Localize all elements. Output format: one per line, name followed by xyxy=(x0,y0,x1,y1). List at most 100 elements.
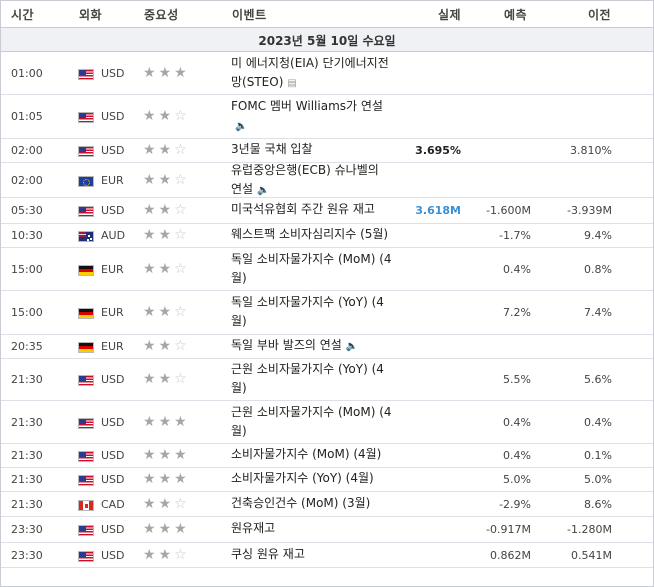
speaker-icon[interactable]: 🔈 xyxy=(235,121,248,132)
previous-value: 0.1% xyxy=(584,449,612,462)
forecast-value: 5.5% xyxy=(503,373,531,386)
event-line: 월) xyxy=(231,271,247,285)
event-name[interactable]: 근원 소비자물가지수 (MoM) (4 월) xyxy=(231,403,409,441)
importance-stars: ★★☆ xyxy=(143,172,190,188)
event-name[interactable]: 미국석유협회 주간 원유 재고 xyxy=(231,200,409,219)
importance-stars: ★★☆ xyxy=(143,227,190,243)
star-filled-icon: ★ xyxy=(158,471,175,487)
event-line: 망(STEO) ▤ xyxy=(231,73,409,93)
header-importance[interactable]: 중요성 xyxy=(144,8,179,22)
us-flag xyxy=(78,451,94,462)
table-row[interactable]: 23:30 USD ★★☆ 쿠싱 원유 재고 0.862M 0.541M xyxy=(1,543,653,568)
event-time: 21:30 xyxy=(11,473,43,486)
currency-code: USD xyxy=(101,473,125,486)
star-empty-icon: ☆ xyxy=(174,142,190,158)
currency-code: EUR xyxy=(101,174,124,187)
speaker-icon[interactable]: 🔈 xyxy=(257,185,270,196)
table-row[interactable]: 21:30 USD ★★★ 소비자물가지수 (YoY) (4월) 5.0% 5.0% xyxy=(1,468,653,492)
ca-flag xyxy=(78,500,94,511)
importance-stars: ★★☆ xyxy=(143,547,190,563)
star-filled-icon: ★ xyxy=(143,142,159,158)
table-row[interactable]: 01:00 USD ★★★ 미 에너지청(EIA) 단기에너지전 망(STEO) ▤ xyxy=(1,52,653,95)
previous-value: 0.541M xyxy=(571,549,612,562)
star-empty-icon: ☆ xyxy=(174,547,190,563)
event-name[interactable]: 독일 소비자물가지수 (YoY) (4 월) xyxy=(231,293,409,331)
table-row[interactable]: 01:05 USD ★★☆ FOMC 멤버 Williams가 연설 🔈 xyxy=(1,95,653,139)
currency-code: USD xyxy=(101,416,125,429)
us-flag xyxy=(78,375,94,386)
header-previous[interactable]: 이전 xyxy=(588,8,612,22)
event-name[interactable]: 미 에너지청(EIA) 단기에너지전 망(STEO) ▤ xyxy=(231,54,409,93)
event-name[interactable]: 소비자물가지수 (MoM) (4월) xyxy=(231,445,409,464)
event-line: FOMC 멤버 Williams가 연설 xyxy=(231,99,383,113)
table-row[interactable]: 02:00 EUR ★★☆ 유럽중앙은행(ECB) 슈나벨의 연설 🔈 xyxy=(1,163,653,198)
event-name[interactable]: 소비자물가지수 (YoY) (4월) xyxy=(231,469,409,488)
event-name[interactable]: 원유재고 xyxy=(231,519,409,538)
event-name[interactable]: 건축승인건수 (MoM) (3월) xyxy=(231,494,409,513)
currency-code: USD xyxy=(101,373,125,386)
document-icon[interactable]: ▤ xyxy=(287,78,297,89)
table-row[interactable]: 20:35 EUR ★★☆ 독일 부바 발즈의 연설 🔈 xyxy=(1,335,653,359)
event-name[interactable]: 쿠싱 원유 재고 xyxy=(231,545,409,564)
star-filled-icon: ★ xyxy=(158,414,175,430)
header-currency[interactable]: 외화 xyxy=(79,8,103,22)
event-line: 독일 부바 발즈의 연설 🔈 xyxy=(231,336,409,356)
table-row[interactable]: 05:30 USD ★★☆ 미국석유협회 주간 원유 재고 3.618M -1.600M -… xyxy=(1,198,653,224)
speaker-icon[interactable]: 🔈 xyxy=(345,341,359,352)
star-empty-icon: ☆ xyxy=(174,108,190,124)
event-name[interactable]: 웨스트팩 소비자심리지수 (5월) xyxy=(231,225,409,244)
star-filled-icon: ★ xyxy=(174,521,190,537)
table-row[interactable]: 23:30 USD ★★★ 원유재고 -0.917M -1.280M xyxy=(1,517,653,543)
event-time: 01:05 xyxy=(11,110,43,123)
previous-value: 0.8% xyxy=(584,263,612,276)
event-name[interactable]: 근원 소비자물가지수 (YoY) (4 월) xyxy=(231,360,409,398)
us-flag xyxy=(78,146,94,157)
star-filled-icon: ★ xyxy=(158,172,175,188)
star-filled-icon: ★ xyxy=(143,371,159,387)
table-row[interactable]: 21:30 USD ★★★ 소비자물가지수 (MoM) (4월) 0.4% 0.1% xyxy=(1,444,653,468)
event-time: 20:35 xyxy=(11,340,43,353)
star-filled-icon: ★ xyxy=(143,108,159,124)
table-row[interactable]: 15:00 EUR ★★☆ 독일 소비자물가지수 (YoY) (4 월) 7.2% 7.4% xyxy=(1,291,653,335)
star-empty-icon: ☆ xyxy=(174,304,190,320)
star-filled-icon: ★ xyxy=(174,447,190,463)
table-row[interactable]: 21:30 CAD ★★☆ 건축승인건수 (MoM) (3월) -2.9% 8.6% xyxy=(1,492,653,517)
actual-value: 3.618M xyxy=(415,204,461,217)
event-line: 원유재고 xyxy=(231,521,276,535)
currency-code: EUR xyxy=(101,340,124,353)
event-name[interactable]: FOMC 멤버 Williams가 연설 🔈 xyxy=(231,97,409,136)
table-row[interactable]: 02:00 USD ★★☆ 3년물 국채 입찰 3.695% 3.810% xyxy=(1,139,653,163)
event-time: 21:30 xyxy=(11,498,43,511)
importance-stars: ★★☆ xyxy=(143,371,190,387)
event-time: 21:30 xyxy=(11,416,43,429)
star-filled-icon: ★ xyxy=(143,304,159,320)
previous-value: -3.939M xyxy=(567,204,612,217)
event-line: 연설 🔈 xyxy=(231,180,409,200)
table-row[interactable]: 21:30 USD ★★★ 근원 소비자물가지수 (MoM) (4 월) 0.4% 0.4% xyxy=(1,401,653,444)
star-filled-icon: ★ xyxy=(143,414,159,430)
currency-code: USD xyxy=(101,549,125,562)
event-name[interactable]: 3년물 국채 입찰 xyxy=(231,140,409,159)
event-line: 미국석유협회 주간 원유 재고 xyxy=(231,202,375,216)
table-row[interactable]: 15:00 EUR ★★☆ 독일 소비자물가지수 (MoM) (4 월) 0.4% 0.8% xyxy=(1,248,653,291)
table-row[interactable]: 10:30 AUD ★★☆ 웨스트팩 소비자심리지수 (5월) -1.7% 9.4% xyxy=(1,224,653,248)
event-line: 월) xyxy=(231,381,247,395)
header-time[interactable]: 시간 xyxy=(11,8,35,22)
event-name[interactable]: 독일 소비자물가지수 (MoM) (4 월) xyxy=(231,250,409,288)
event-line: 소비자물가지수 (YoY) (4월) xyxy=(231,471,374,485)
forecast-value: 5.0% xyxy=(503,473,531,486)
header-forecast[interactable]: 예측 xyxy=(504,8,528,22)
previous-value: 0.4% xyxy=(584,416,612,429)
event-line: 쿠싱 원유 재고 xyxy=(231,547,305,561)
header-actual[interactable]: 실제 xyxy=(438,8,462,22)
table-row[interactable]: 21:30 USD ★★☆ 근원 소비자물가지수 (YoY) (4 월) 5.5% 5.6% xyxy=(1,359,653,401)
currency-code: USD xyxy=(101,67,125,80)
event-line: 유럽중앙은행(ECB) 슈나벨의 xyxy=(231,163,379,177)
header-event[interactable]: 이벤트 xyxy=(232,8,267,22)
importance-stars: ★★★ xyxy=(143,471,190,487)
event-name[interactable]: 독일 부바 발즈의 연설 🔈 xyxy=(231,336,409,356)
star-empty-icon: ☆ xyxy=(174,261,190,277)
star-filled-icon: ★ xyxy=(158,202,175,218)
